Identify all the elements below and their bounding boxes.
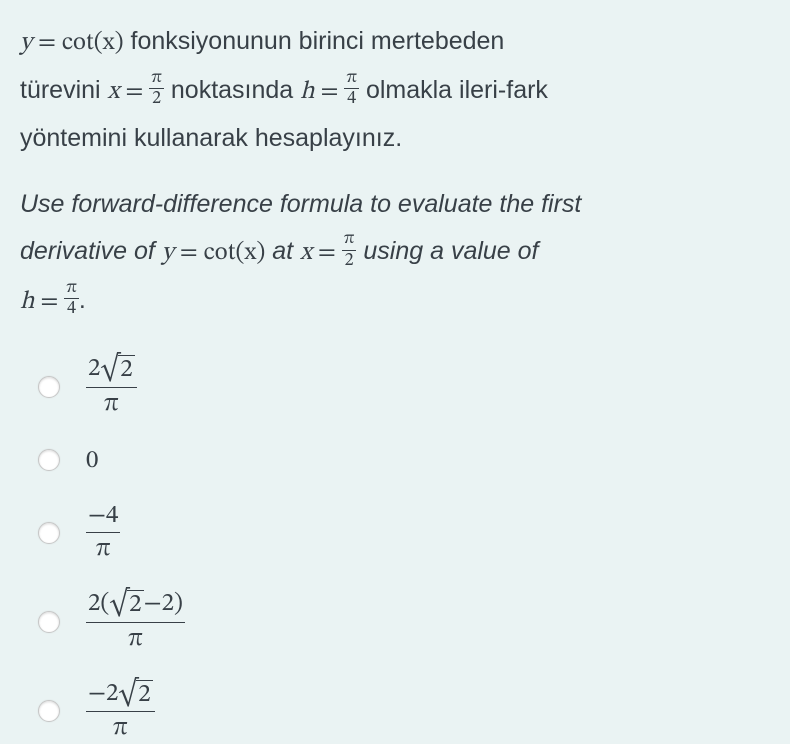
den: π (86, 623, 185, 653)
text-tr-1: fonksiyonunun birinci mertebeden (124, 27, 505, 55)
question-english: Use forward-difference formula to evalua… (20, 181, 770, 326)
option-content: 2(√2−2) π (86, 590, 185, 654)
option-d[interactable]: 2(√2−2) π (38, 590, 770, 654)
den: π (86, 533, 120, 563)
text-en-4: using a value of (356, 237, 538, 265)
radicand: 2 (127, 590, 143, 619)
radio-button[interactable] (38, 611, 60, 633)
frac-pi-2: π2 (149, 69, 164, 110)
num-lead: −2 (88, 681, 118, 706)
frac-num: π (64, 279, 79, 300)
radio-button[interactable] (38, 700, 60, 722)
frac-den: 2 (149, 89, 164, 109)
num-tail: −2) (144, 591, 183, 616)
question-turkish: y = cot(x) fonksiyonunun birinci mertebe… (20, 18, 770, 163)
var-y: y (20, 30, 32, 55)
option-content: 2√2 π (86, 355, 137, 419)
eq-sign: = (120, 79, 150, 104)
text-tr-5: yöntemini kullanarak hesaplayınız. (20, 124, 402, 152)
value-zero: 0 (86, 448, 98, 473)
option-content: −4 π (86, 502, 120, 565)
option-a[interactable]: 2√2 π (38, 355, 770, 419)
frac-num: π (344, 69, 359, 90)
option-b[interactable]: 0 (38, 445, 770, 476)
radio-button[interactable] (38, 449, 60, 471)
text-tr-4: olmakla ileri-fark (359, 76, 548, 104)
option-e[interactable]: −2√2 π (38, 680, 770, 744)
var-x: x (108, 79, 120, 104)
option-content: 0 (86, 445, 98, 476)
frac-pi-2: π2 (342, 230, 357, 271)
radicand: 2 (118, 355, 134, 384)
frac-num: π (149, 69, 164, 90)
eq-sign: = (174, 240, 204, 265)
question-container: y = cot(x) fonksiyonunun birinci mertebe… (0, 0, 790, 744)
num: −4 (86, 502, 120, 534)
eq-sign: = (32, 30, 62, 55)
frac-den: 4 (64, 299, 79, 319)
frac-pi-4: π4 (344, 69, 359, 110)
radio-button[interactable] (38, 522, 60, 544)
text-tr-2: türevini (20, 76, 108, 104)
frac-pi-4: π4 (64, 279, 79, 320)
func-cot: cot(x) (204, 240, 266, 265)
eq-sign: = (312, 240, 342, 265)
num-lead: 2 (88, 356, 100, 381)
frac-den: 2 (342, 251, 357, 271)
var-x: x (300, 240, 312, 265)
eq-sign: = (315, 79, 345, 104)
text-tr-3: noktasında (164, 76, 300, 104)
eq-sign: = (34, 289, 64, 314)
var-y: y (162, 240, 174, 265)
option-content: −2√2 π (86, 680, 155, 744)
var-h: h (300, 79, 314, 104)
den: π (86, 388, 137, 418)
frac-num: π (342, 230, 357, 251)
option-c[interactable]: −4 π (38, 502, 770, 565)
func-cot: cot(x) (62, 30, 124, 55)
text-en-1: Use forward-difference formula to evalua… (20, 190, 581, 218)
period: . (79, 286, 86, 314)
text-en-3: at (265, 237, 300, 265)
den: π (86, 712, 155, 742)
var-h: h (20, 289, 34, 314)
frac-den: 4 (344, 89, 359, 109)
options-list: 2√2 π 0 −4 π (20, 355, 770, 743)
text-en-2: derivative of (20, 237, 162, 265)
radicand: 2 (136, 680, 152, 709)
num-lead: 2( (88, 591, 109, 616)
radio-button[interactable] (38, 376, 60, 398)
